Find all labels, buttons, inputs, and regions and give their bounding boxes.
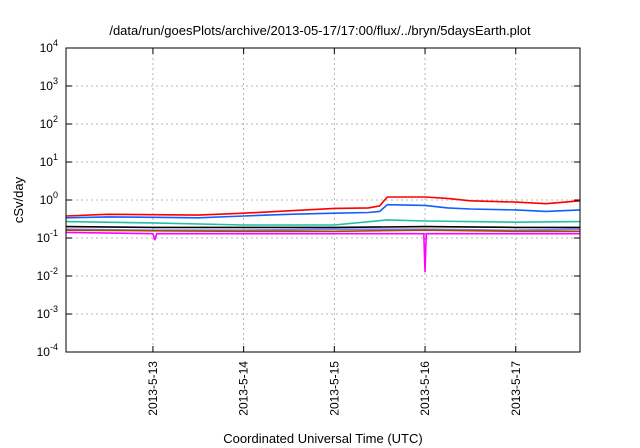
x-tick-label: 2013-5-14 [237, 361, 251, 416]
y-tick-label: 101 [40, 152, 58, 169]
x-tick-label: 2013-5-15 [327, 361, 341, 416]
y-tick-label: 102 [40, 114, 58, 131]
y-tick-label: 103 [40, 76, 58, 93]
series-layer [65, 196, 581, 273]
y-tick-label: 100 [40, 190, 58, 207]
y-tick-label: 104 [40, 38, 58, 55]
series-line-4 [65, 225, 580, 229]
y-tick-label: 10-3 [37, 304, 58, 321]
series-line-2 [65, 203, 581, 219]
series-line-3 [65, 219, 581, 226]
y-tick-label: 10-4 [37, 342, 58, 359]
x-axis-label: Coordinated Universal Time (UTC) [223, 431, 422, 446]
y-tick-label: 10-2 [37, 266, 58, 283]
x-tick-labels: 2013-5-13 2013-5-14 2013-5-15 2013-5-16 2013… [146, 361, 523, 416]
x-tick-label: 2013-5-17 [509, 361, 523, 416]
grid [66, 48, 580, 352]
x-tick-label: 2013-5-16 [418, 361, 432, 416]
axis-ticks [66, 47, 580, 353]
y-tick-labels: 104 103 102 101 100 10-1 10-2 10-3 10-4 [37, 38, 58, 359]
chart-title: /data/run/goesPlots/archive/2013-05-17/1… [109, 23, 531, 38]
x-tick-label: 2013-5-13 [146, 361, 160, 416]
series-line-1 [65, 196, 581, 217]
series-line-7 [65, 231, 580, 273]
y-axis-label: cSv/day [11, 176, 26, 223]
y-tick-label: 10-1 [37, 228, 58, 245]
series-line-6 [65, 229, 580, 233]
